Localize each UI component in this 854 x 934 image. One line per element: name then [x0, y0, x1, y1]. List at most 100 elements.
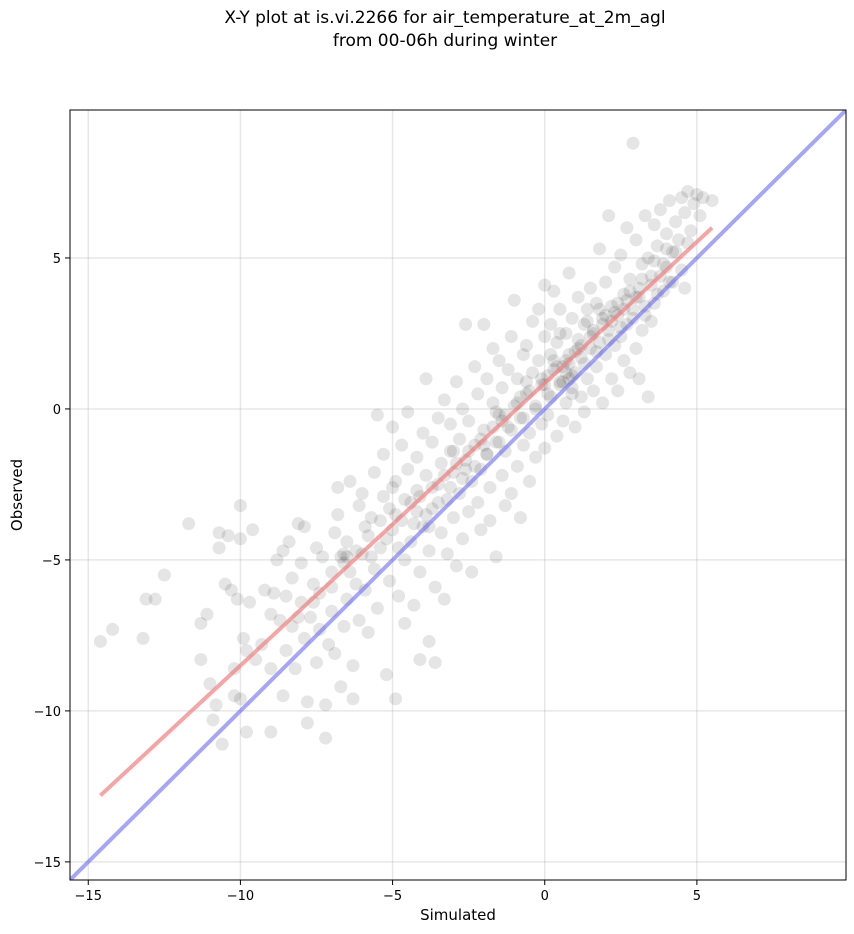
scatter-point-199 [544, 317, 558, 331]
scatter-point-251 [623, 366, 637, 380]
scatter-point-165 [492, 354, 506, 368]
scatter-point-342 [638, 299, 652, 313]
scatter-point-268 [647, 296, 661, 310]
scatter-point-103 [398, 553, 412, 567]
scatter-point-42 [282, 535, 296, 549]
scatter-point-23 [233, 692, 247, 706]
scatter-point-310 [443, 480, 457, 494]
scatter-point-375 [580, 314, 594, 328]
scatter-point-353 [410, 505, 424, 519]
scatter-point-211 [562, 266, 576, 280]
scatter-point-231 [593, 242, 607, 256]
scatter-point-83 [361, 529, 375, 543]
chart-title-line-1: X-Y plot at is.vi.2266 for air_temperatu… [224, 8, 666, 28]
identity-line [70, 110, 846, 880]
scatter-point-166 [495, 468, 509, 482]
scatter-point-290 [270, 553, 284, 567]
scatter-point-78 [352, 499, 366, 513]
scatter-point-85 [364, 511, 378, 525]
scatter-point-68 [331, 480, 345, 494]
scatter-point-55 [309, 541, 323, 555]
scatter-point-297 [358, 520, 372, 534]
scatter-point-243 [611, 384, 625, 398]
scatter-point-100 [392, 589, 406, 603]
scatter-point-12 [209, 698, 223, 712]
scatter-point-26 [236, 631, 250, 645]
scatter-point-57 [313, 622, 327, 636]
scatter-point-77 [349, 577, 363, 591]
scatter-point-318 [492, 435, 506, 449]
scatter-point-168 [498, 499, 512, 513]
scatter-point-115 [416, 520, 430, 534]
scatter-point-273 [659, 227, 673, 241]
scatter-point-286 [690, 188, 704, 202]
scatter-point-275 [662, 194, 676, 208]
scatter-point-324 [529, 399, 543, 413]
scatter-point-261 [638, 209, 652, 223]
scatter-point-170 [501, 363, 515, 377]
scatter-point-74 [343, 474, 357, 488]
scatter-point-294 [334, 550, 348, 564]
scatter-point-52 [300, 695, 314, 709]
scatter-point-236 [599, 275, 613, 289]
scatter-point-356 [459, 462, 473, 476]
scatter-point-346 [662, 275, 676, 289]
scatter-point-11 [206, 713, 220, 727]
scatter-point-204 [550, 336, 564, 350]
scatter-point-116 [419, 372, 433, 386]
scatter-point-59 [316, 550, 330, 564]
scatter-point-164 [492, 408, 506, 422]
scatter-point-354 [422, 520, 436, 534]
scatter-point-124 [431, 411, 445, 425]
scatter-point-259 [635, 257, 649, 271]
scatter-point-167 [495, 381, 509, 395]
scatter-point-94 [383, 502, 397, 516]
scatter-point-123 [428, 580, 442, 594]
scatter-point-135 [446, 511, 460, 525]
scatter-point-162 [489, 435, 503, 449]
scatter-point-105 [401, 462, 415, 476]
scatter-point-121 [425, 502, 439, 516]
scatter-point-158 [483, 514, 497, 528]
scatter-point-189 [529, 450, 543, 464]
scatter-point-289 [705, 194, 719, 208]
scatter-point-81 [355, 486, 369, 500]
scatter-point-13 [212, 526, 226, 540]
scatter-point-33 [264, 607, 278, 621]
scatter-point-316 [480, 447, 494, 461]
scatter-point-151 [471, 387, 485, 401]
scatter-point-98 [389, 474, 403, 488]
scatter-point-129 [437, 393, 451, 407]
scatter-point-4 [148, 592, 162, 606]
scatter-point-95 [383, 574, 397, 588]
scatter-point-278 [669, 215, 683, 229]
scatter-point-16 [218, 577, 232, 591]
scatter-point-8 [194, 616, 208, 630]
scatter-point-369 [659, 242, 673, 256]
x-tick-label-2: −5 [383, 889, 402, 904]
scatter-point-191 [532, 302, 546, 316]
x-tick-label-1: −10 [227, 889, 254, 904]
scatter-point-175 [507, 293, 521, 307]
scatter-point-252 [623, 272, 637, 286]
scatter-point-209 [559, 326, 573, 340]
scatter-point-157 [480, 372, 494, 386]
scatter-point-186 [526, 366, 540, 380]
scatter-point-331 [571, 342, 585, 356]
scatter-point-21 [230, 592, 244, 606]
scatter-point-299 [373, 514, 387, 528]
scatter-point-3 [139, 592, 153, 606]
scatter-point-118 [422, 544, 436, 558]
scatter-point-181 [516, 438, 530, 452]
scatter-point-218 [571, 290, 585, 304]
scatter-point-217 [571, 332, 585, 346]
scatter-point-240 [605, 299, 619, 313]
scatter-point-48 [294, 556, 308, 570]
scatter-point-39 [276, 689, 290, 703]
y-tick-label-0: −15 [34, 856, 61, 871]
scatter-point-44 [285, 571, 299, 585]
scatter-point-76 [346, 692, 360, 706]
scatter-point-1 [106, 622, 120, 636]
scatter-point-65 [328, 526, 342, 540]
scatter-point-54 [306, 577, 320, 591]
